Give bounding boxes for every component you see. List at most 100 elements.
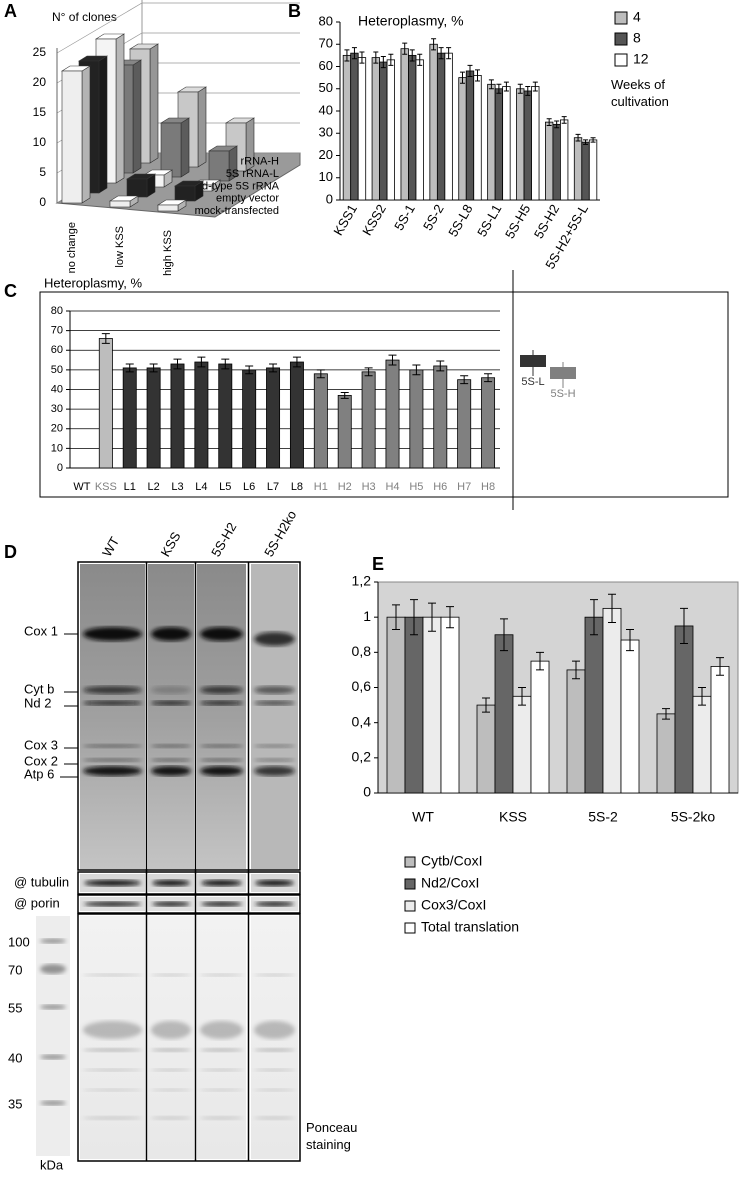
chart-title: Heteroplasmy, % (44, 275, 142, 290)
bar (433, 365, 448, 469)
error-bar (410, 599, 418, 636)
y-tick-label: 80 (319, 13, 333, 28)
error-bar (500, 618, 508, 652)
panel-label: B (288, 1, 301, 21)
bar (465, 70, 475, 201)
x-tick-label: H5 (409, 481, 423, 493)
gel-band (151, 758, 191, 762)
x-tick-label: no change (66, 222, 78, 273)
bar (146, 367, 161, 469)
y-tick-label: 60 (319, 58, 333, 73)
x-tick-label: H3 (362, 481, 376, 493)
error-bar (101, 333, 110, 344)
ponceau-band (200, 1021, 243, 1039)
error-bar (292, 356, 301, 368)
bar (266, 367, 281, 469)
y-tick-label: 5 (39, 165, 46, 179)
y-tick-label: 0,8 (352, 643, 372, 659)
blot-frame (77, 894, 301, 914)
y-tick-label: 25 (33, 45, 47, 59)
y-tick-label: 60 (51, 344, 63, 356)
panel-label: C (4, 281, 17, 301)
bar (160, 122, 182, 178)
x-tick-label: L3 (171, 481, 183, 493)
y-tick-label: 20 (51, 423, 63, 435)
ponceau-band (151, 1068, 191, 1072)
error-bar (340, 391, 349, 399)
legend-swatch (404, 878, 416, 890)
bar (126, 178, 148, 198)
bar (404, 616, 424, 794)
error-bar (590, 599, 598, 636)
gel-band (254, 744, 295, 748)
porin-band (84, 901, 141, 907)
marker-label: 55 (8, 1000, 22, 1015)
x-tick-label: L2 (147, 481, 159, 493)
error-bar (417, 53, 423, 66)
band-label: Nd 2 (24, 695, 51, 710)
band-label: Cox 3 (24, 737, 58, 752)
legend-label: Nd2/CoxI (421, 875, 479, 891)
bar (436, 52, 446, 201)
chart-title: Heteroplasmy, % (358, 13, 464, 29)
legend-swatch (520, 355, 546, 367)
gel-lane (148, 564, 194, 869)
bar-side (115, 33, 125, 184)
panel-label: D (4, 542, 17, 562)
error-bar (680, 607, 688, 645)
tubulin-band (84, 880, 141, 886)
error-bar (344, 49, 350, 62)
x-tick-label: 5S-L1 (474, 202, 504, 240)
y-axis-label: N° of clones (52, 10, 117, 24)
gel-band (83, 686, 142, 694)
y-tick-label: 0 (363, 784, 371, 800)
band-label: Cox 1 (24, 623, 58, 638)
tubulin-band (255, 880, 294, 886)
bar (361, 371, 376, 469)
ponceau-band (151, 1021, 191, 1039)
error-bar (460, 375, 469, 385)
bar (400, 48, 409, 201)
ponceau-band (254, 1048, 295, 1052)
error-bar (482, 697, 490, 713)
bar (674, 625, 694, 794)
gel-band (200, 744, 243, 748)
legend-swatch (614, 11, 628, 25)
legend-title: Weeks of cultivation (611, 77, 669, 109)
blot-frame (77, 561, 301, 871)
error-bar (484, 373, 493, 383)
error-bar (380, 55, 386, 69)
error-bar (662, 708, 670, 720)
gel-band (254, 700, 295, 706)
gel-band (151, 744, 191, 748)
bar (481, 377, 496, 469)
y-tick-label: 10 (33, 135, 47, 149)
y-tick-label: 80 (51, 305, 63, 317)
bar (371, 57, 380, 201)
bar (457, 379, 472, 469)
error-bar (373, 51, 379, 64)
bar (422, 616, 442, 794)
bar (692, 695, 712, 794)
error-bar (475, 69, 481, 82)
marker-band (40, 938, 66, 944)
bar-side (81, 65, 91, 204)
error-bar (436, 360, 445, 372)
x-tick-label: 5S-2 (588, 809, 618, 825)
x-tick-label: KSS1 (330, 202, 360, 238)
y-tick-label: 70 (51, 325, 63, 337)
error-bar (269, 363, 278, 373)
x-tick-label: L7 (267, 481, 279, 493)
probe-label: @ tubulin (14, 874, 69, 889)
x-tick-label: KSS2 (359, 202, 389, 238)
bar (656, 713, 676, 794)
gel-band (200, 758, 243, 762)
bar (174, 185, 196, 202)
bar (710, 666, 730, 794)
y-tick-label: 70 (319, 36, 333, 51)
ponceau-band (200, 1088, 243, 1092)
marker-lane (36, 916, 70, 1156)
band-label: Atp 6 (24, 766, 54, 781)
blot-frame (77, 913, 301, 1162)
error-bar (716, 657, 724, 676)
